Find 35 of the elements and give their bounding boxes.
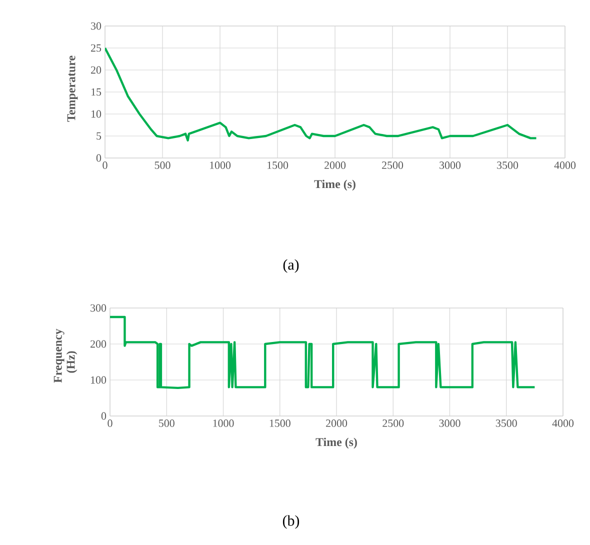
y-tick-label: 200 bbox=[90, 340, 106, 348]
y-tick-label: 30 bbox=[91, 22, 102, 30]
x-tick-label: 4000 bbox=[552, 420, 574, 427]
x-tick-label: 1000 bbox=[210, 162, 231, 169]
x-tick-label: 3000 bbox=[439, 420, 460, 427]
x-tick-label: 3000 bbox=[440, 162, 461, 169]
x-tick-label: 500 bbox=[159, 420, 174, 427]
text: (a) bbox=[283, 259, 299, 273]
x-axis-title: Time (s) bbox=[316, 438, 357, 449]
y-tick-label: 5 bbox=[96, 132, 102, 140]
x-tick-label: 2000 bbox=[324, 162, 346, 169]
line-series bbox=[110, 316, 536, 390]
y-tick-label: 0 bbox=[96, 154, 102, 162]
y-tick-label: 300 bbox=[90, 304, 106, 312]
y-tick-label: 0 bbox=[101, 412, 106, 420]
y-tick-label: 10 bbox=[92, 110, 102, 118]
x-tick-label: 1500 bbox=[268, 162, 288, 169]
y-tick-label: 25 bbox=[91, 44, 102, 52]
x-tick-label: 3500 bbox=[496, 420, 517, 427]
x-tick-label: 2500 bbox=[382, 162, 404, 169]
x-tick-label: 500 bbox=[154, 162, 170, 169]
x-tick-label: 1000 bbox=[213, 420, 234, 427]
x-axis-title: Time (s) bbox=[314, 180, 356, 191]
y-axis-title: Temperature bbox=[67, 56, 78, 122]
x-tick-label: 1500 bbox=[270, 420, 290, 427]
y-tick-label: 20 bbox=[91, 66, 102, 74]
y-tick-label: 15 bbox=[92, 88, 102, 96]
x-tick-label: 0 bbox=[108, 420, 112, 427]
y-axis-title: Frequency (Hz) bbox=[54, 328, 78, 383]
x-tick-label: 2500 bbox=[382, 420, 404, 427]
x-tick-label: 2000 bbox=[326, 420, 348, 427]
text: (b) bbox=[282, 515, 300, 529]
x-tick-label: 3500 bbox=[497, 162, 518, 169]
x-tick-label: 4000 bbox=[554, 162, 576, 169]
y-tick-label: 100 bbox=[91, 376, 106, 384]
